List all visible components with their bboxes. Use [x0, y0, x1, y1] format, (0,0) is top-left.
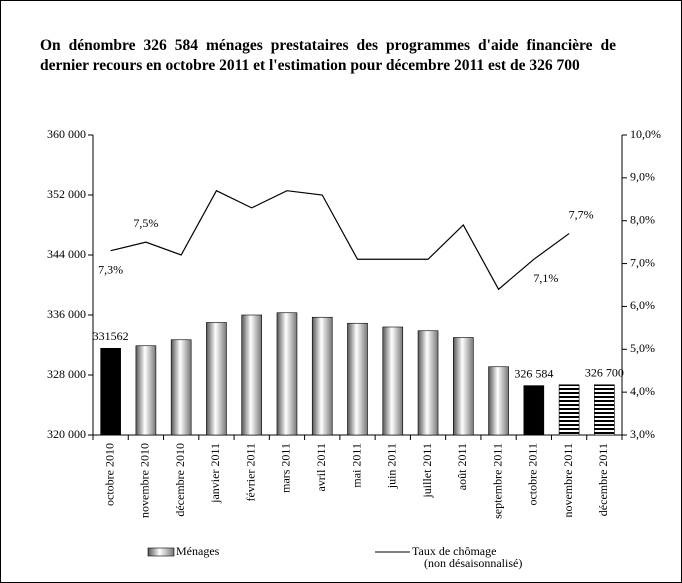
- bar: [452, 337, 474, 436]
- y-tick-label: 328 000: [47, 367, 86, 381]
- y-tick-label: 360 000: [47, 127, 86, 141]
- x-tick-label: janvier 2011: [208, 443, 222, 504]
- y2-tick-label: 3,0%: [630, 427, 655, 441]
- bar: [523, 385, 545, 436]
- x-tick-label: décembre 2011: [596, 443, 610, 516]
- bar: [417, 330, 439, 436]
- x-tick-label: juillet 2011: [420, 443, 434, 499]
- x-tick-label: septembre 2011: [490, 443, 504, 519]
- legend-swatch: [147, 547, 175, 557]
- line-value-label: 7,7%: [569, 207, 594, 221]
- y2-tick-label: 9,0%: [630, 170, 655, 184]
- y2-tick-label: 8,0%: [630, 212, 655, 226]
- bar: [276, 312, 298, 436]
- y2-tick-label: 7,0%: [630, 255, 655, 269]
- y2-tick-label: 5,0%: [630, 341, 655, 355]
- bar: [170, 339, 192, 436]
- bar: [206, 322, 227, 436]
- y2-tick-label: 6,0%: [630, 298, 655, 312]
- x-tick-label: décembre 2010: [173, 443, 187, 517]
- x-tick-label: novembre 2010: [138, 443, 152, 518]
- bar: [100, 347, 121, 436]
- legend-note: (non désaisonnalisé): [424, 556, 522, 570]
- x-tick-label: mai 2011: [349, 443, 363, 488]
- x-tick-label: octobre 2011: [526, 443, 540, 506]
- line: [110, 189, 570, 291]
- line-value-label: 7,1%: [533, 271, 558, 285]
- x-tick-label: novembre 2011: [561, 443, 575, 518]
- y2-tick-label: 4,0%: [630, 384, 655, 398]
- bar: [488, 366, 509, 436]
- bar: [594, 384, 615, 436]
- bar-value-label: 326 700: [585, 366, 624, 380]
- bar-value-label: 326 584: [514, 366, 553, 380]
- chart-title: On dénombre 326 584 ménages prestataires…: [40, 37, 616, 74]
- x-tick-label: août 2011: [455, 443, 469, 490]
- y-tick-label: 344 000: [47, 247, 86, 261]
- line-value-label: 7,5%: [133, 216, 158, 230]
- x-tick-label: juin 2011: [385, 443, 399, 489]
- x-tick-label: octobre 2010: [102, 443, 116, 506]
- bar: [347, 322, 368, 436]
- line-value-label: 7,3%: [98, 262, 123, 276]
- y-tick-label: 336 000: [47, 307, 86, 321]
- bar: [135, 345, 157, 436]
- bar: [558, 384, 580, 436]
- bar: [382, 326, 404, 436]
- legend-label: Ménages: [176, 544, 220, 558]
- bar: [311, 316, 333, 436]
- legend-label: Taux de chômage: [412, 544, 496, 558]
- y2-tick-label: 10,0%: [630, 127, 661, 141]
- x-tick-label: mars 2011: [279, 443, 293, 493]
- y-tick-label: 352 000: [47, 187, 86, 201]
- y-tick-label: 320 000: [47, 427, 86, 441]
- x-tick-label: février 2011: [243, 443, 257, 502]
- bar: [241, 314, 262, 436]
- x-tick-label: avril 2011: [314, 443, 328, 492]
- bar-value-label: 331562: [93, 329, 129, 343]
